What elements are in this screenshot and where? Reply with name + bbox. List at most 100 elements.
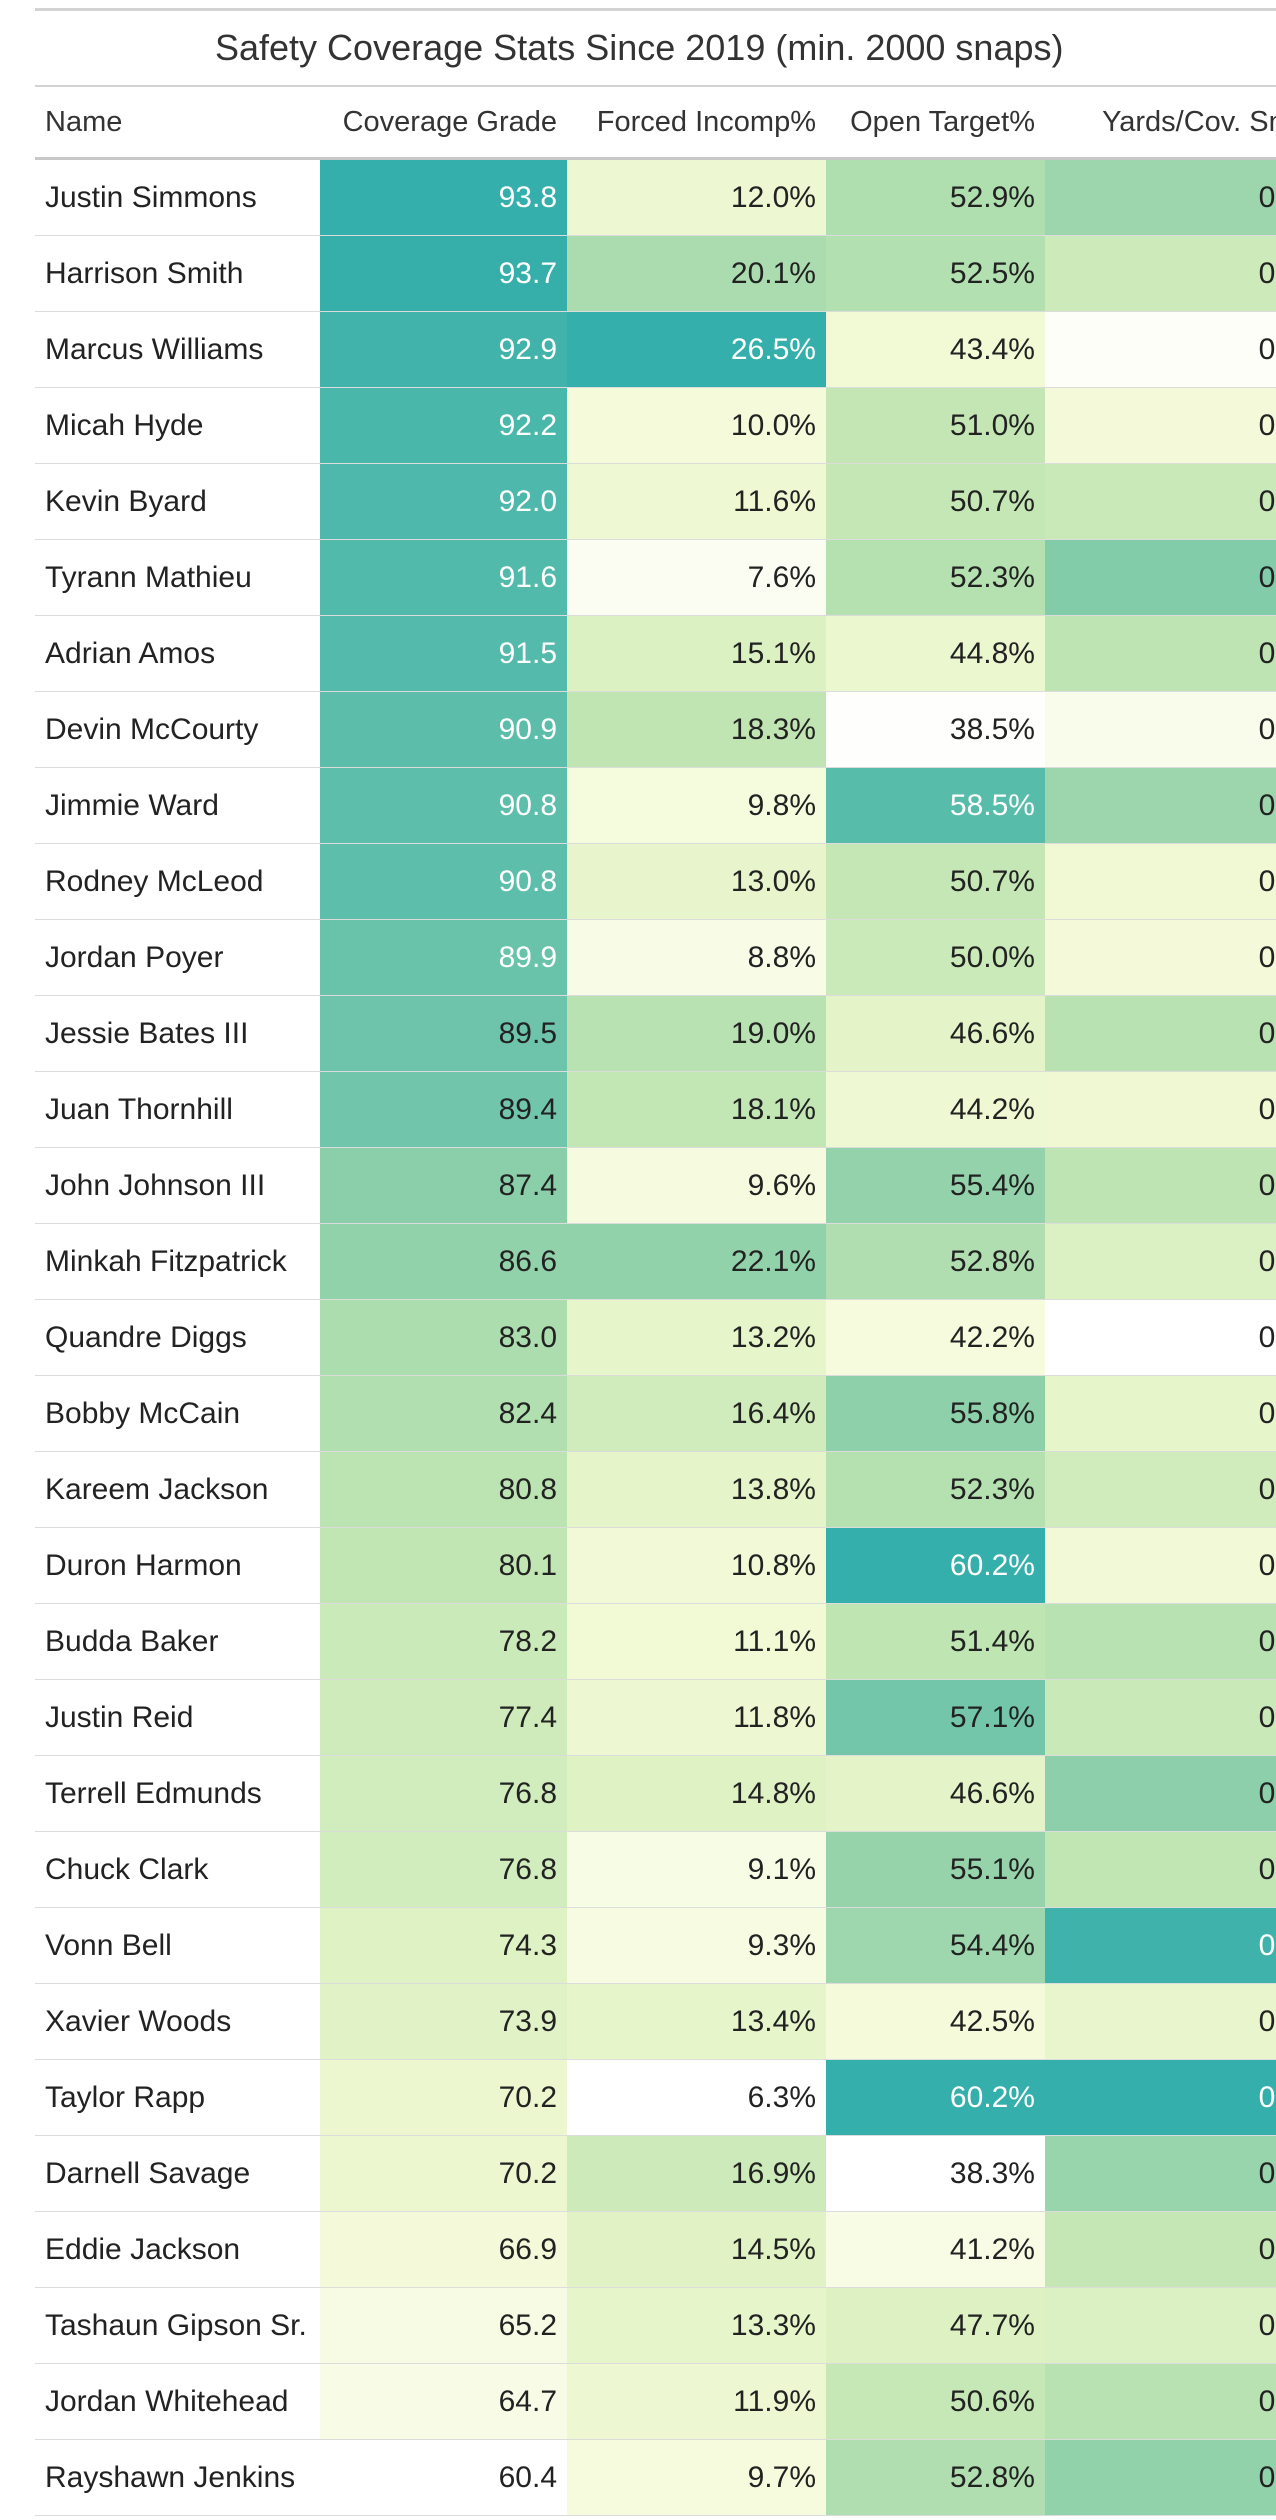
heat-cell: 0.71 xyxy=(1045,2059,1276,2136)
header-row: Name Coverage Grade Forced Incomp% Open Tar… xyxy=(35,87,1276,160)
name-cell: Justin Simmons xyxy=(35,158,320,236)
heat-cell: 0.40 xyxy=(1045,1983,1276,2060)
heat-cell: 83.0 xyxy=(320,1299,567,1376)
heat-cell: 90.8 xyxy=(320,767,567,844)
heat-cell: 76.8 xyxy=(320,1755,567,1832)
heat-cell: 0.34 xyxy=(1045,387,1276,464)
name-cell: Budda Baker xyxy=(35,1603,320,1680)
name-cell: Vonn Bell xyxy=(35,1907,320,1984)
column-header: Name xyxy=(35,87,320,160)
table-head: Name Coverage Grade Forced Incomp% Open Tar… xyxy=(35,87,1276,160)
heat-cell: 76.8 xyxy=(320,1831,567,1908)
heat-cell: 80.1 xyxy=(320,1527,567,1604)
heat-cell: 0.51 xyxy=(1045,2211,1276,2288)
heat-cell: 42.5% xyxy=(826,1983,1045,2060)
heat-cell: 60.2% xyxy=(826,2059,1045,2136)
heat-cell: 0.45 xyxy=(1045,2287,1276,2364)
heat-cell: 11.8% xyxy=(567,1679,826,1756)
heat-cell: 93.7 xyxy=(320,235,567,312)
name-cell: Tyrann Mathieu xyxy=(35,539,320,616)
heat-cell: 0.36 xyxy=(1045,843,1276,920)
heat-cell: 47.7% xyxy=(826,2287,1045,2364)
name-cell: Minkah Fitzpatrick xyxy=(35,1223,320,1300)
heat-cell: 13.3% xyxy=(567,2287,826,2364)
heat-cell: 0.62 xyxy=(1045,1755,1276,1832)
heat-cell: 41.2% xyxy=(826,2211,1045,2288)
heat-cell: 91.5 xyxy=(320,615,567,692)
heat-cell: 0.53 xyxy=(1045,615,1276,692)
heat-cell: 0.53 xyxy=(1045,1147,1276,1224)
heat-cell: 0.50 xyxy=(1045,463,1276,540)
heat-cell: 8.8% xyxy=(567,919,826,996)
name-cell: Eddie Jackson xyxy=(35,2211,320,2288)
table-row: Tashaun Gipson Sr.65.213.3%47.7%0.45 xyxy=(35,2287,1276,2364)
heat-cell: 52.9% xyxy=(826,158,1045,236)
heat-cell: 9.6% xyxy=(567,1147,826,1224)
heat-cell: 58.5% xyxy=(826,767,1045,844)
heat-cell: 10.0% xyxy=(567,387,826,464)
heat-cell: 0.37 xyxy=(1045,1071,1276,1148)
heat-cell: 70.2 xyxy=(320,2135,567,2212)
heat-cell: 92.9 xyxy=(320,311,567,388)
name-cell: Marcus Williams xyxy=(35,311,320,388)
heat-cell: 91.6 xyxy=(320,539,567,616)
name-cell: Devin McCourty xyxy=(35,691,320,768)
heat-cell: 15.1% xyxy=(567,615,826,692)
name-cell: Jordan Whitehead xyxy=(35,2363,320,2440)
heat-cell: 16.4% xyxy=(567,1375,826,1452)
heat-cell: 13.0% xyxy=(567,843,826,920)
heat-cell: 19.0% xyxy=(567,995,826,1072)
heat-cell: 65.2 xyxy=(320,2287,567,2364)
heat-cell: 51.4% xyxy=(826,1603,1045,1680)
heat-cell: 0.35 xyxy=(1045,1527,1276,1604)
heat-cell: 14.5% xyxy=(567,2211,826,2288)
heat-cell: 16.9% xyxy=(567,2135,826,2212)
table-title: Safety Coverage Stats Since 2019 (min. 2… xyxy=(35,8,1276,87)
heat-cell: 46.6% xyxy=(826,995,1045,1072)
column-header: Forced Incomp% xyxy=(567,87,826,160)
heat-cell: 0.49 xyxy=(1045,235,1276,312)
heat-cell: 0.59 xyxy=(1045,158,1276,236)
name-cell: Duron Harmon xyxy=(35,1527,320,1604)
heat-cell: 92.2 xyxy=(320,387,567,464)
heat-cell: 55.4% xyxy=(826,1147,1045,1224)
heat-cell: 13.4% xyxy=(567,1983,826,2060)
heat-cell: 50.6% xyxy=(826,2363,1045,2440)
heat-cell: 66.9 xyxy=(320,2211,567,2288)
heat-cell: 0.34 xyxy=(1045,919,1276,996)
name-cell: Rodney McLeod xyxy=(35,843,320,920)
heat-cell: 10.8% xyxy=(567,1527,826,1604)
heat-cell: 0.54 xyxy=(1045,2363,1276,2440)
heat-cell: 90.8 xyxy=(320,843,567,920)
stats-table: Safety Coverage Stats Since 2019 (min. 2… xyxy=(35,8,1276,2516)
heat-cell: 52.8% xyxy=(826,1223,1045,1300)
name-cell: Terrell Edmunds xyxy=(35,1755,320,1832)
name-cell: Micah Hyde xyxy=(35,387,320,464)
heat-cell: 9.1% xyxy=(567,1831,826,1908)
name-cell: Tashaun Gipson Sr. xyxy=(35,2287,320,2364)
heat-cell: 52.5% xyxy=(826,235,1045,312)
heat-cell: 52.3% xyxy=(826,539,1045,616)
heat-cell: 52.8% xyxy=(826,2439,1045,2516)
name-cell: Kareem Jackson xyxy=(35,1451,320,1528)
name-cell: Quandre Diggs xyxy=(35,1299,320,1376)
heat-cell: 50.7% xyxy=(826,463,1045,540)
heat-cell: 7.6% xyxy=(567,539,826,616)
name-cell: Xavier Woods xyxy=(35,1983,320,2060)
heat-cell: 14.8% xyxy=(567,1755,826,1832)
table-container: Safety Coverage Stats Since 2019 (min. 2… xyxy=(35,8,1276,2516)
